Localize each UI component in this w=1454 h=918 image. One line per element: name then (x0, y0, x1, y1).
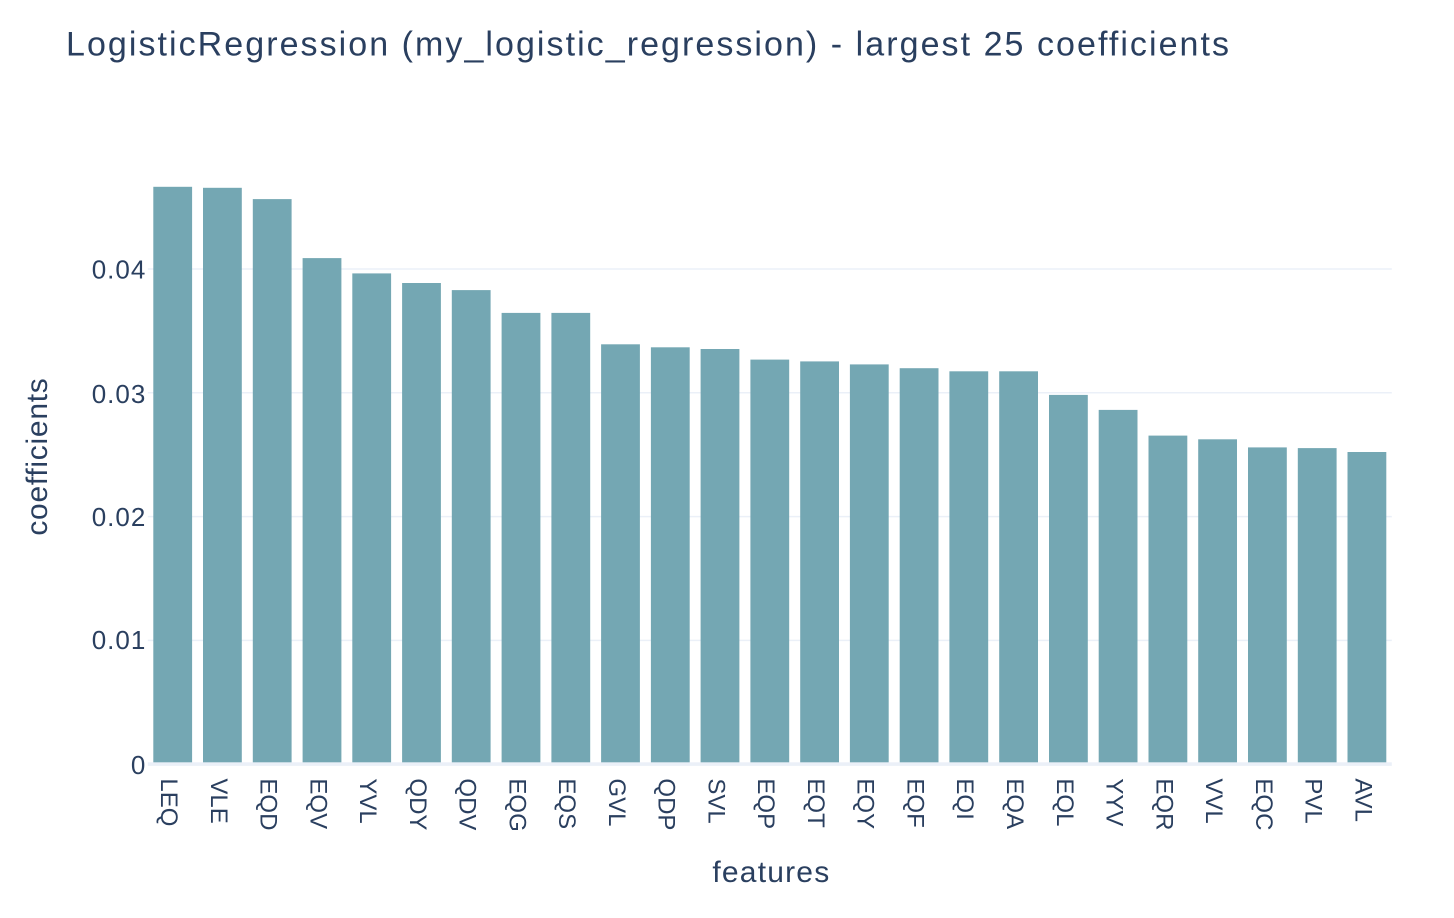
svg-text:EQC: EQC (1250, 778, 1277, 830)
svg-text:features: features (712, 856, 830, 889)
svg-text:0: 0 (131, 750, 146, 780)
svg-text:EQI: EQI (951, 778, 978, 819)
svg-text:YYV: YYV (1101, 778, 1128, 826)
svg-text:EQR: EQR (1150, 778, 1177, 830)
svg-text:GVL: GVL (603, 778, 630, 826)
svg-text:EQT: EQT (802, 778, 829, 828)
svg-text:0.03: 0.03 (92, 379, 147, 409)
svg-text:EQF: EQF (902, 778, 929, 827)
svg-text:QDY: QDY (404, 778, 431, 830)
svg-text:QDP: QDP (653, 778, 680, 830)
svg-text:EQG: EQG (503, 778, 530, 831)
svg-text:EQP: EQP (752, 778, 779, 829)
svg-text:0.01: 0.01 (92, 625, 147, 655)
svg-text:EQS: EQS (553, 778, 580, 829)
svg-text:VLE: VLE (205, 778, 232, 823)
svg-text:LEQ: LEQ (155, 778, 182, 826)
svg-text:EQD: EQD (255, 778, 282, 830)
svg-text:QDV: QDV (454, 778, 481, 830)
svg-text:LogisticRegression (my_logisti: LogisticRegression (my_logistic_regressi… (66, 25, 1231, 63)
svg-text:AVL: AVL (1349, 778, 1376, 822)
svg-text:PVL: PVL (1300, 778, 1327, 823)
svg-text:0.04: 0.04 (92, 255, 147, 285)
svg-text:SVL: SVL (702, 778, 729, 823)
svg-text:VVL: VVL (1200, 778, 1227, 823)
svg-text:EQV: EQV (304, 778, 331, 829)
svg-text:YVL: YVL (354, 778, 381, 823)
svg-text:0.02: 0.02 (92, 502, 147, 532)
svg-text:coefficients: coefficients (21, 378, 54, 536)
svg-text:EQL: EQL (1051, 778, 1078, 826)
svg-text:EQY: EQY (852, 778, 879, 829)
svg-text:EQA: EQA (1001, 778, 1028, 829)
